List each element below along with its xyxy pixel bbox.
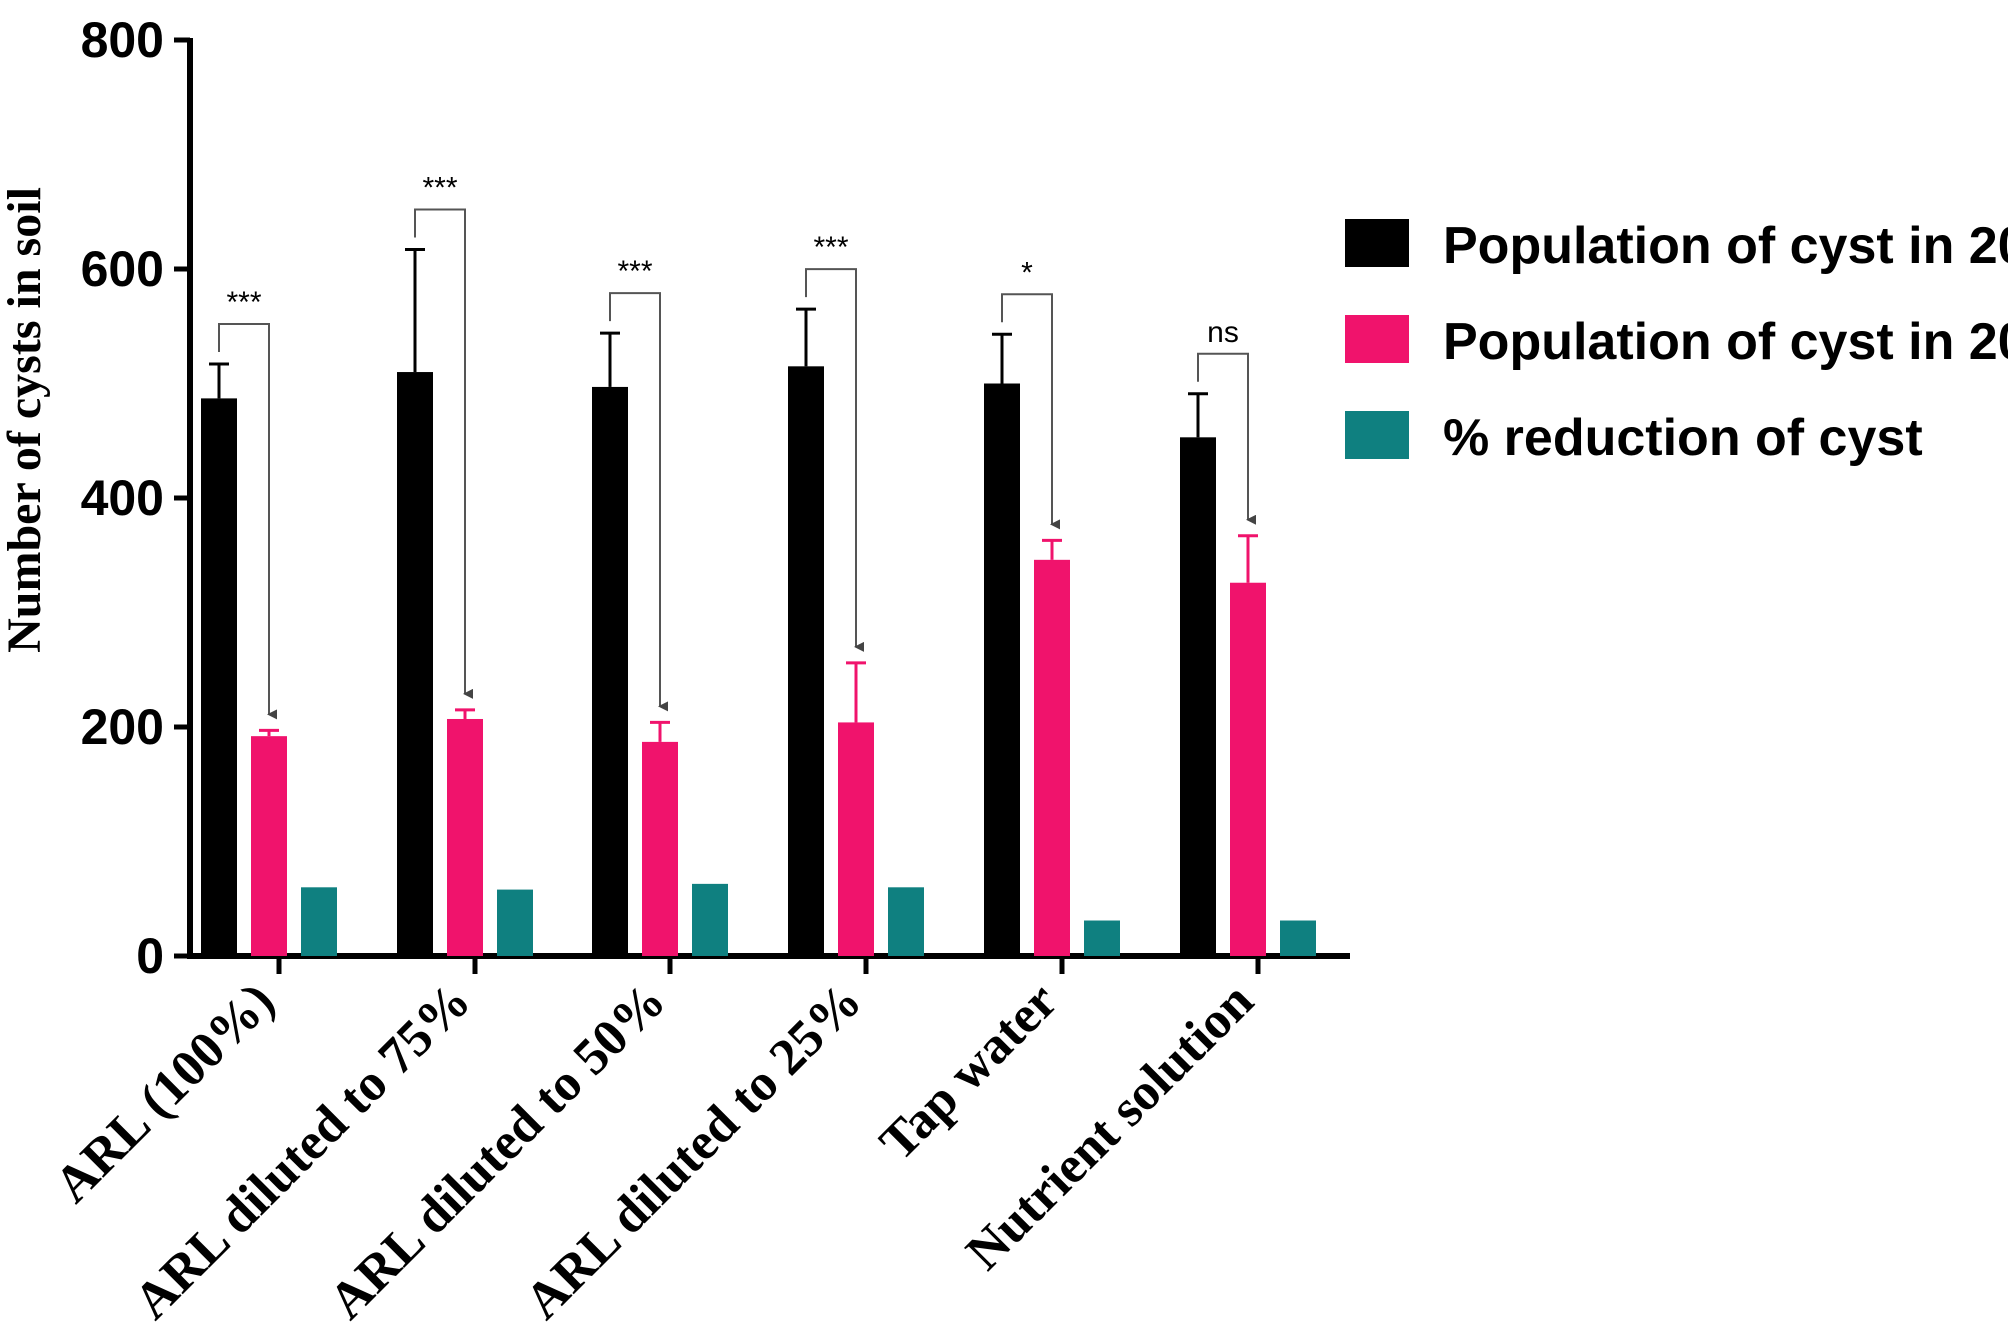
bar-reduction xyxy=(692,883,728,956)
significance-bracket xyxy=(1001,293,1060,530)
x-tick-label: ARL diluted to 75% xyxy=(123,972,481,1322)
y-tick-label: 200 xyxy=(81,699,164,755)
significance-label: *** xyxy=(617,255,652,288)
bar-2018 xyxy=(397,372,433,956)
significance-bracket xyxy=(609,292,668,712)
significance-label: *** xyxy=(226,286,261,319)
axes xyxy=(187,38,1350,959)
significance-bracket xyxy=(414,208,473,699)
legend-swatch xyxy=(1345,411,1409,459)
y-tick-label: 800 xyxy=(81,12,164,68)
legend-label: Population of cyst in 2018 xyxy=(1443,217,2008,275)
bar-2018 xyxy=(1180,437,1216,956)
bars xyxy=(201,248,1316,956)
legend-label: % reduction of cyst xyxy=(1443,409,1923,467)
bar-2021 xyxy=(447,718,483,956)
bar-reduction xyxy=(301,887,337,956)
y-axis-label: Number of cysts in soil xyxy=(0,187,51,653)
significance-annotations: *************ns xyxy=(218,172,1256,720)
bar-2018 xyxy=(201,398,237,956)
bar-reduction xyxy=(497,889,533,956)
significance-bracket xyxy=(805,268,864,652)
bar-reduction xyxy=(888,887,924,956)
bar-2021 xyxy=(251,736,287,956)
significance-bracket xyxy=(218,323,277,720)
significance-bracket xyxy=(1197,352,1256,525)
bar-2021 xyxy=(642,741,678,956)
x-ticks: ARL (100%)ARL diluted to 75%ARL diluted … xyxy=(44,956,1265,1322)
legend-label: Population of cyst in 2021 xyxy=(1443,313,2008,371)
x-tick-label: Tap water xyxy=(869,972,1068,1171)
legend-swatch xyxy=(1345,219,1409,267)
x-tick-label: ARL diluted to 25% xyxy=(514,972,872,1322)
y-ticks: 0 200 400 600 800 xyxy=(81,12,190,984)
y-tick-label: 400 xyxy=(81,470,164,526)
significance-label: *** xyxy=(813,231,848,264)
significance-label: ns xyxy=(1207,316,1239,349)
bar-reduction xyxy=(1084,920,1120,956)
bar-2021 xyxy=(1034,559,1070,956)
legend: Population of cyst in 2018 Population of … xyxy=(1345,217,2008,467)
significance-label: *** xyxy=(422,172,457,205)
y-tick-label: 0 xyxy=(136,928,164,984)
bar-2018 xyxy=(984,383,1020,956)
y-tick-label: 600 xyxy=(81,241,164,297)
significance-label: * xyxy=(1021,256,1033,289)
bar-2018 xyxy=(788,366,824,956)
bar-2018 xyxy=(592,386,628,956)
bar-2021 xyxy=(838,722,874,956)
bar-2021 xyxy=(1230,582,1266,956)
x-tick-label: ARL diluted to 50% xyxy=(318,972,676,1322)
legend-swatch xyxy=(1345,315,1409,363)
bar-reduction xyxy=(1280,920,1316,956)
